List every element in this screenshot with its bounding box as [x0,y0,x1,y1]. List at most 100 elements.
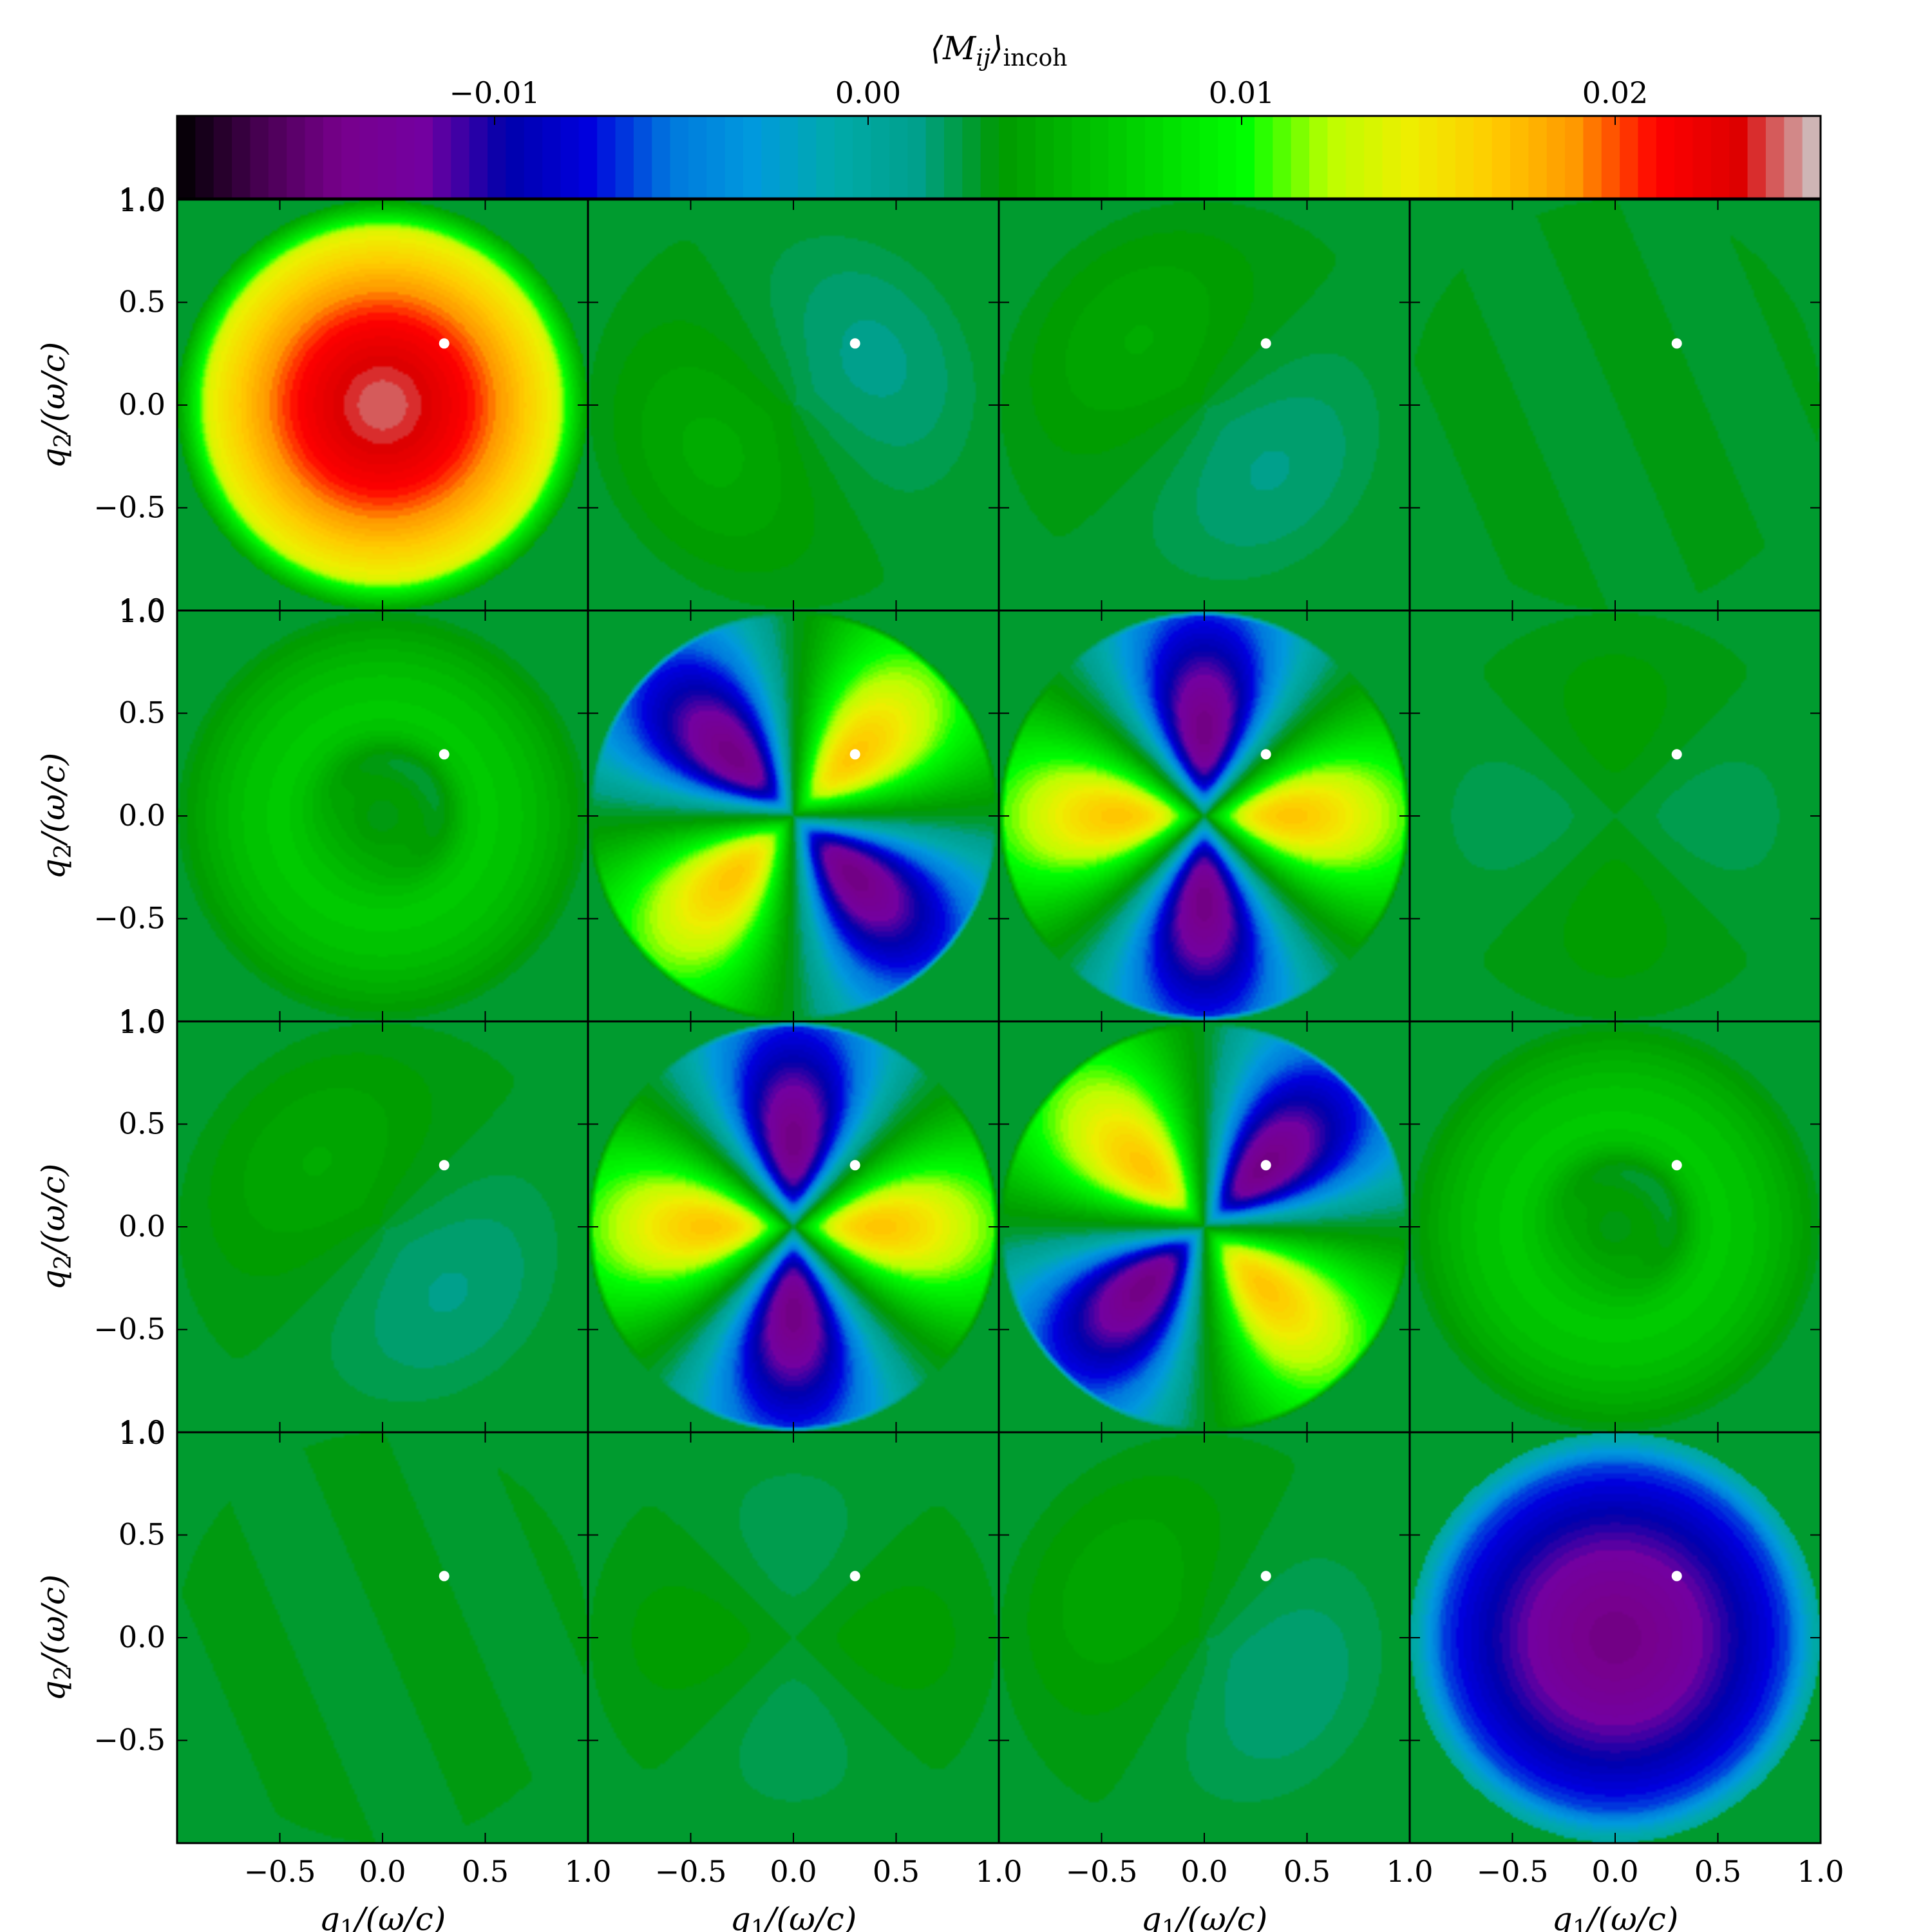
colorbar-swatch [488,116,507,198]
colorbar-swatch [1345,116,1365,198]
panel-m12 [588,200,999,611]
colorbar-swatch [1492,116,1511,198]
panel-m31 [177,1021,588,1432]
colorbar-swatch [1747,116,1766,198]
colorbar-swatch [1729,116,1748,198]
colorbar-swatch [506,116,525,198]
colorbar-swatch [670,116,689,198]
colorbar-swatch [1455,116,1475,198]
colorbar-swatch [341,116,361,198]
colorbar-swatch [1565,116,1584,198]
colorbar-swatch [578,116,598,198]
colorbar-title: ⟨Mij⟩incoh [931,30,1068,71]
colorbar-swatch [871,116,890,198]
colorbar-swatch [743,116,762,198]
y-tick-label: 1.0 [118,1003,166,1038]
colorbar-swatch [250,116,269,198]
colorbar-tick-label: 0.01 [1209,75,1274,110]
x-tick-label: 0.0 [1591,1854,1638,1889]
marker-point [849,749,860,760]
panel-m22 [588,611,999,1021]
colorbar-swatch [1035,116,1054,198]
colorbar-swatch [1144,116,1164,198]
x-tick-label: −0.5 [1066,1854,1138,1889]
x-tick-label: 0.5 [1694,1854,1741,1889]
x-tick-label: 1.0 [1386,1854,1433,1889]
marker-point [849,1571,860,1582]
colorbar-swatch [1419,116,1438,198]
x-tick-label: 0.5 [1283,1854,1331,1889]
colorbar-swatch [1510,116,1530,198]
colorbar-swatch [1400,116,1419,198]
colorbar-swatch [1327,116,1347,198]
marker-point [1671,338,1682,349]
marker-point [439,749,450,760]
x-axis-label: q1/(ω/c) [730,1900,857,1932]
y-tick-label: 1.0 [118,182,166,216]
panel-m32 [588,1021,999,1432]
marker-point [1260,1571,1271,1582]
panel-m44 [1410,1432,1821,1843]
y-axis-label: q2/(ω/c) [35,342,77,468]
colorbar-swatch [980,116,999,198]
colorbar-swatch [451,116,470,198]
colorbar-swatch [1382,116,1401,198]
colorbar-swatch [1218,116,1237,198]
colorbar-swatch [1254,116,1274,198]
colorbar-swatch [889,116,909,198]
colorbar-swatch [1620,116,1639,198]
y-tick-label: 0.5 [118,285,166,319]
y-tick-label: 0.5 [118,696,166,730]
x-tick-label: 0.5 [462,1854,509,1889]
colorbar-swatch [432,116,452,198]
colorbar-swatch [377,116,397,198]
marker-point [849,338,860,349]
colorbar-swatch [633,116,653,198]
panel-m23 [999,611,1410,1021]
panel-m24 [1410,611,1821,1021]
panel-m11 [177,200,588,611]
colorbar-swatch [1656,116,1675,198]
y-tick-label: −0.5 [93,490,166,525]
y-tick-label: 0.5 [118,1517,166,1552]
colorbar-swatch [1784,116,1803,198]
colorbar-swatch [779,116,799,198]
x-tick-label: 0.5 [873,1854,920,1889]
colorbar-swatch [761,116,781,198]
axes: −0.5 0.0 0.5 1.0 q2/(ω/c) −0.5 0.0 0.5 1.0 q2/(ω/… [35,182,1844,1932]
panel-m33 [999,1021,1410,1432]
colorbar-swatch [1364,116,1383,198]
y-tick-label-top: 1.0 [118,594,166,629]
colorbar-swatch [213,116,232,198]
x-tick-label: −0.5 [1477,1854,1549,1889]
x-tick-label: 0.0 [770,1854,817,1889]
x-axis-label: q1/(ω/c) [1552,1900,1678,1932]
y-tick-label: 0.0 [118,1620,166,1654]
colorbar-swatch [1017,116,1036,198]
colorbar-swatch [1309,116,1329,198]
colorbar-swatch [359,116,379,198]
colorbar-swatch [305,116,324,198]
colorbar-swatch [1181,116,1200,198]
colorbar-swatch [1765,116,1785,198]
marker-point [439,338,450,349]
panel-m14 [1410,200,1821,611]
colorbar-swatch [414,116,433,198]
colorbar-swatch [652,116,671,198]
marker-point [849,1160,860,1171]
marker-point [1260,338,1271,349]
colorbar-swatch [597,116,616,198]
colorbar-swatch [925,116,945,198]
colorbar-swatch [177,116,196,198]
marker-point [1671,1160,1682,1171]
colorbar-swatch [524,116,543,198]
colorbar-swatch [1601,116,1620,198]
marker-point [1671,749,1682,760]
panel-m43 [999,1432,1410,1843]
x-tick-label: 0.0 [1180,1854,1227,1889]
colorbar-swatch [816,116,835,198]
marker-point [1671,1571,1682,1582]
colorbar-swatch [1126,116,1146,198]
colorbar-swatch [542,116,562,198]
